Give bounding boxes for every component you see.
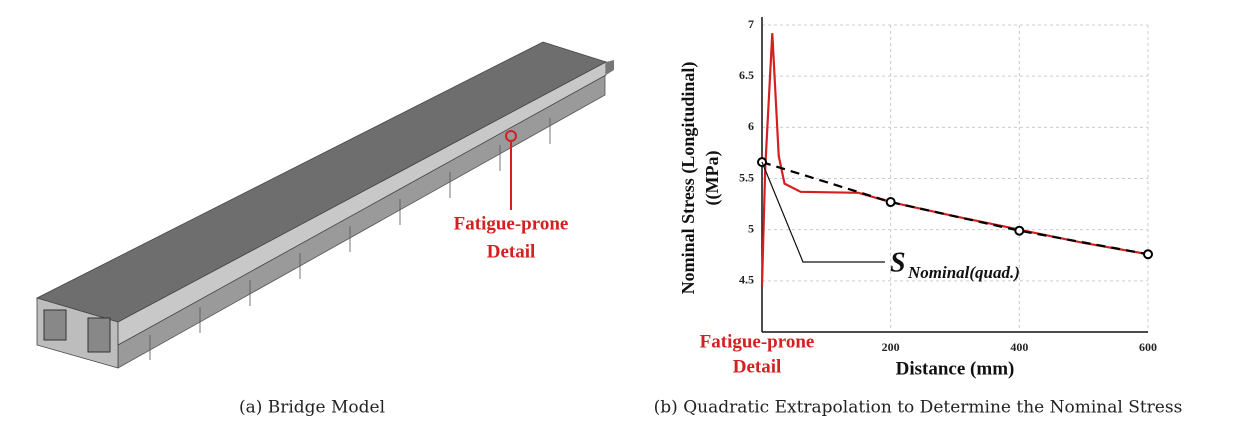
y-tick-label: 5.5 (739, 170, 754, 184)
callout-text: Fatigue-prone (454, 213, 569, 234)
y-tick-label: 7 (748, 17, 754, 31)
callout-text: Detail (487, 241, 536, 262)
point (1143, 249, 1153, 260)
point (885, 197, 896, 208)
y-axis-label: Nominal Stress (Longitudinal) (678, 62, 699, 295)
y-tick-label: 4.5 (739, 273, 754, 287)
x-axis-label: Distance (mm) (896, 358, 1015, 379)
y-axis-label: ((MPa) (702, 151, 723, 206)
x-tick-label: 400 (1010, 340, 1028, 354)
y-tick-label: 6 (748, 119, 754, 133)
series-line (761, 161, 1149, 256)
caption: (a) Bridge Model (239, 398, 385, 418)
y-tick-label: 6.5 (739, 68, 754, 82)
x-tick-label: 200 (882, 340, 900, 354)
annotation-leader (761, 161, 885, 263)
chart: 4.5 5 5.5 6 6.5 7 200 400 600 (739, 17, 1157, 354)
point (1014, 225, 1025, 236)
detail-label: Fatigue-prone (700, 331, 815, 352)
annotation-symbol: S (890, 247, 906, 278)
series-line (760, 33, 1149, 286)
bridge-model (35, 41, 614, 369)
caption: (b) Quadratic Extrapolation to Determine… (654, 398, 1183, 418)
x-tick-label: 600 (1139, 340, 1157, 354)
annotation-subscript: Nominal(quad.) (907, 263, 1020, 282)
detail-label: Detail (733, 356, 782, 377)
y-tick-label: 5 (748, 221, 754, 235)
